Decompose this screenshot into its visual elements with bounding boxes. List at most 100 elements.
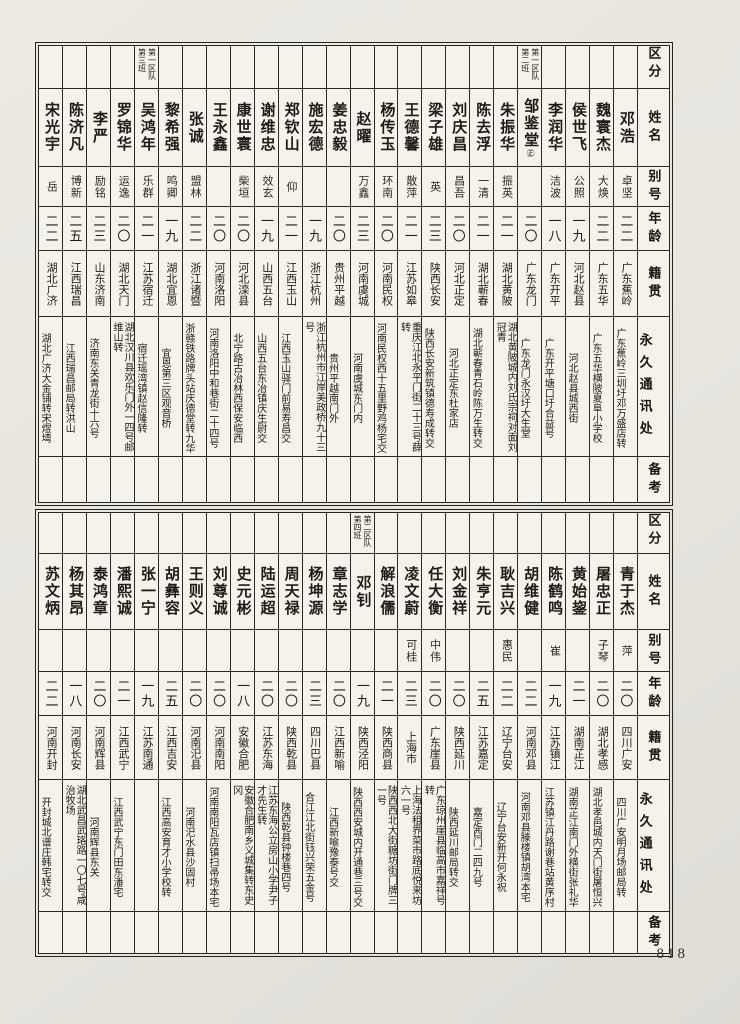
person-origin: 河北滦县 xyxy=(236,261,249,306)
person-column: 泰鸿章 二〇 河南辉县 河南辉县东关 xyxy=(87,513,112,953)
person-column: 刘庆昌 昌吾 二〇 河北正定 河北正定东杜家店 xyxy=(446,46,471,502)
person-name: 张诚 xyxy=(186,110,203,145)
age-cell: 一九 xyxy=(350,671,374,715)
address-cell: 湖北黄陂城内刘氏宗祠对面刘冠青 xyxy=(494,316,518,456)
age-cell: 二二 xyxy=(590,206,614,250)
group-cell xyxy=(303,513,326,553)
address-cell: 重庆江北永平门街二十三号薛转 xyxy=(398,316,422,456)
group-cell xyxy=(111,513,134,553)
person-age: 二三 xyxy=(306,678,322,709)
person-alias: 运逸 xyxy=(117,174,130,199)
alias-cell: 英 xyxy=(422,166,446,206)
alias-cell: 昌吾 xyxy=(446,166,470,206)
name-cell: 康世寰 xyxy=(230,88,254,166)
origin-cell: 贵州平越 xyxy=(326,250,350,316)
remarks-cell xyxy=(158,456,182,502)
group-cell xyxy=(231,513,254,553)
origin-cell: 江苏东海 xyxy=(254,715,278,779)
address-cell: 河南南阳瓦店镇扫帚场本宅 xyxy=(206,779,230,911)
address-cell: 广东龙门永汉圩大生堂 xyxy=(518,316,542,456)
address-cell: 广东五华横陂夏阜小学校 xyxy=(590,316,614,456)
person-address: 湖北汉川县欢乐门外一四号邮维山转 xyxy=(111,322,134,452)
person-address: 安徽合肥南乡义城集转东史冈 xyxy=(230,785,253,905)
origin-cell: 河南民权 xyxy=(374,250,398,316)
person-age: 一九 xyxy=(259,213,275,244)
person-origin: 河南民权 xyxy=(380,261,393,306)
person-origin: 河南汜县 xyxy=(188,725,201,770)
remarks-cell xyxy=(494,456,518,502)
age-cell: 二三 xyxy=(87,206,111,250)
person-origin: 安徽合肥 xyxy=(236,725,249,770)
address-cell: 广东琼州崖县临高市嘉祥号转 xyxy=(422,779,446,911)
group-cell xyxy=(87,513,110,553)
address-cell: 河南民权西十五里野鸡杨宅交 xyxy=(374,316,398,456)
address-cell: 宜恩第三区观音桥 xyxy=(158,316,182,456)
remarks-cell xyxy=(398,911,422,953)
remarks-cell xyxy=(326,456,350,502)
address-cell: 河北正定东杜家店 xyxy=(446,316,470,456)
origin-cell: 四川广安 xyxy=(614,715,637,779)
person-alias: 公照 xyxy=(572,174,585,199)
alias-cell xyxy=(518,166,542,206)
origin-cell: 陕西长安 xyxy=(422,250,446,316)
person-alias: 柴垣 xyxy=(237,174,250,199)
person-name: 陈济凡 xyxy=(67,102,83,153)
person-name: 解浪儒 xyxy=(378,566,395,617)
person-address: 宿迁瑶湾镇赵信隆转 xyxy=(134,343,146,433)
person-column: 陈去浮 一清 二一 湖北蕲春 湖北蕲春青石岭陈万生转交 xyxy=(470,46,495,502)
name-cell: 姜忠毅 xyxy=(326,88,350,166)
name-cell: 赵曜 xyxy=(350,88,374,166)
person-age: 二〇 xyxy=(450,213,466,244)
remarks-cell xyxy=(518,911,542,953)
group-cell xyxy=(422,46,445,88)
person-column: 陈济凡 博新 二五 江西瑞昌 江西瑞昌邮局转洪山 xyxy=(63,46,88,502)
person-column: 朱亨元 二五 江苏嘉定 嘉定西门二四九号 xyxy=(470,513,495,953)
name-cell: 邓钊 xyxy=(350,553,374,629)
person-alias: 博新 xyxy=(69,174,82,199)
name-cell: 朱亨元 xyxy=(470,553,494,629)
address-cell: 河南洛阳中和巷街二十四号 xyxy=(206,316,230,456)
age-cell: 二〇 xyxy=(446,206,470,250)
person-age: 二〇 xyxy=(211,213,227,244)
address-cell: 湖南芷江南门外横街张礼华 xyxy=(566,779,590,911)
person-alias: 岳 xyxy=(45,180,58,193)
age-cell: 二〇 xyxy=(182,671,206,715)
roster-table-1: 区分 姓名 别号 年龄 籍贯 永久通讯处 备考 邓浩 卓坚 二二 广东蕉岭 广东… xyxy=(35,42,673,506)
person-age: 一九 xyxy=(570,213,586,244)
origin-cell: 浙江杭州 xyxy=(302,250,326,316)
remarks-cell xyxy=(206,456,230,502)
origin-cell: 河南邓县 xyxy=(518,715,542,779)
group-cell xyxy=(494,513,517,553)
alias-cell: 中伟 xyxy=(422,629,446,671)
person-alias: 环南 xyxy=(380,174,393,199)
remarks-cell xyxy=(230,456,254,502)
person-address: 四川广安明月场邮局转 xyxy=(614,797,626,897)
person-age: 二五 xyxy=(474,678,490,709)
person-name: 章志学 xyxy=(330,566,347,617)
person-origin: 浙江诸暨 xyxy=(188,261,201,306)
header-column: 区分 姓名 别号 年龄 籍贯 永久通讯处 备考 xyxy=(638,513,669,953)
person-name: 潘熙诚 xyxy=(114,566,131,617)
person-age: 二一 xyxy=(115,678,131,709)
header-alias: 别号 xyxy=(638,166,669,206)
age-cell: 二〇 xyxy=(87,671,111,715)
alias-cell xyxy=(254,629,278,671)
person-age: 二二 xyxy=(594,213,610,244)
person-address: 江西瑞昌邮局转洪山 xyxy=(63,343,75,433)
age-cell: 二五 xyxy=(63,206,87,250)
age-cell: 二二 xyxy=(518,671,542,715)
origin-cell: 河北滦县 xyxy=(230,250,254,316)
alias-cell: 散萍 xyxy=(398,166,422,206)
remarks-cell xyxy=(542,456,566,502)
person-alias: 大焕 xyxy=(596,174,609,199)
person-name: 刘金祥 xyxy=(450,566,467,617)
person-name: 苏文炳 xyxy=(43,566,60,617)
name-cell: 章志学 xyxy=(326,553,350,629)
person-origin: 广东五华 xyxy=(596,261,609,306)
group-cell xyxy=(63,513,86,553)
group-cell xyxy=(470,513,493,553)
alias-cell xyxy=(350,629,374,671)
person-alias: 中伟 xyxy=(428,638,441,663)
origin-cell: 浙江诸暨 xyxy=(182,250,206,316)
group-cell xyxy=(39,513,62,553)
